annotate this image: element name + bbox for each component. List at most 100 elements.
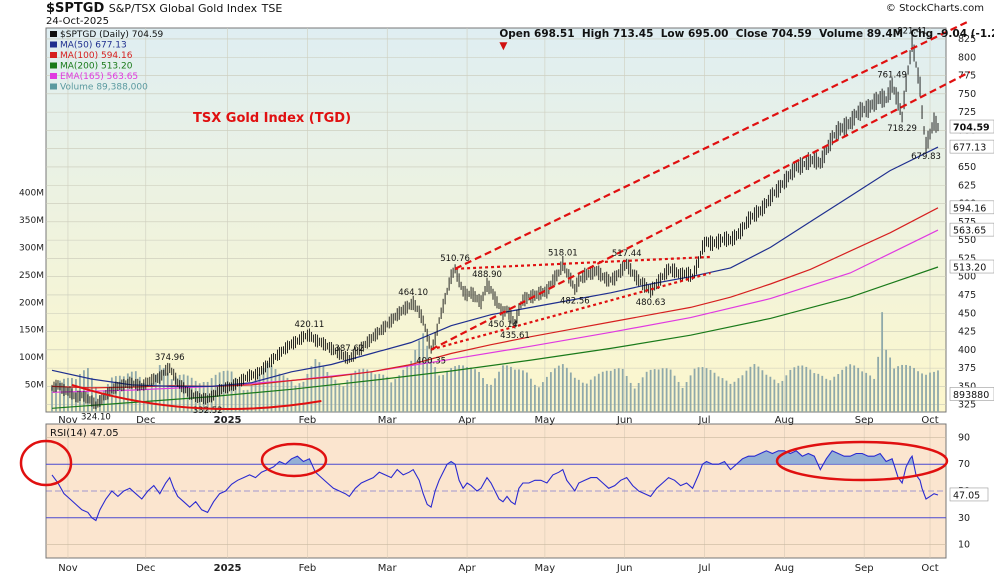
volume-bar: [689, 375, 692, 412]
volume-bar: [669, 369, 672, 412]
volume-bar: [154, 374, 157, 412]
volume-tick-label: 250M: [19, 271, 44, 281]
price-tick-label: 550: [958, 235, 976, 246]
volume-bar: [350, 373, 353, 412]
volume-bar: [633, 388, 636, 412]
volume-bar: [589, 379, 592, 412]
volume-bar: [498, 371, 500, 412]
volume-bar: [749, 366, 752, 412]
volume-bar: [482, 378, 484, 412]
volume-bar: [262, 368, 265, 412]
volume-bar: [901, 364, 903, 412]
volume-bar: [541, 382, 544, 412]
volume-bar: [897, 366, 899, 412]
rsi-month-label: May: [535, 563, 556, 574]
ema165-line: [51, 229, 939, 393]
price-label: 510.76: [440, 254, 470, 264]
volume-bar: [270, 365, 273, 412]
rsi-month-label: Nov: [58, 563, 78, 574]
volume-bar: [410, 360, 413, 412]
volume-bar: [346, 379, 349, 412]
volume-bar: [609, 370, 612, 412]
volume-bar: [130, 371, 133, 412]
volume-bar: [741, 375, 744, 412]
volume-bar: [697, 367, 700, 412]
volume-bar: [729, 383, 732, 412]
volume-bar: [170, 379, 173, 412]
price-tick-label: 525: [958, 253, 976, 264]
month-label: May: [535, 415, 556, 426]
volume-bar: [925, 374, 927, 412]
volume-bar: [478, 371, 480, 412]
volume-bar: [645, 371, 648, 412]
price-label: 435.61: [500, 331, 530, 341]
volume-bar: [757, 366, 760, 412]
price-tick-label: 350: [958, 381, 976, 392]
price-label: 482.56: [560, 296, 590, 306]
volume-bar: [637, 382, 640, 412]
annotation-title: TSX Gold Index (TGD): [193, 111, 351, 126]
volume-bar: [937, 370, 939, 412]
rsi-month-label: Oct: [921, 563, 938, 574]
rsi-overbought-fill: [52, 450, 938, 465]
month-label: Dec: [136, 415, 155, 426]
volume-bar: [406, 364, 409, 412]
volume-bar: [426, 345, 429, 412]
volume-bar: [545, 376, 548, 412]
price-label: 400.35: [416, 357, 446, 367]
volume-bar: [434, 367, 437, 412]
volume-bar: [414, 349, 417, 412]
volume-bar: [398, 375, 401, 412]
volume-bar: [258, 373, 261, 412]
volume-bar: [238, 384, 241, 412]
volume-bar: [330, 375, 333, 412]
legend-swatch: [50, 52, 57, 58]
volume-bar: [841, 369, 844, 412]
volume-bar: [430, 358, 433, 412]
legend-swatch: [50, 73, 57, 79]
volume-bar: [893, 368, 895, 412]
volume-bar: [617, 368, 620, 412]
volume-bar: [909, 365, 911, 412]
volume-bar: [474, 369, 476, 412]
volume-bar: [114, 376, 117, 412]
volume-bar: [733, 381, 736, 412]
price-label: 761.49: [877, 70, 907, 80]
volume-tick-label: 350M: [19, 216, 44, 226]
volume-bar: [146, 388, 149, 412]
price-tick-label: 400: [958, 345, 976, 356]
value-box-text: 704.59: [953, 123, 990, 134]
rsi-value-box: [949, 487, 989, 502]
rsi-tick-label: 90: [958, 432, 970, 443]
volume-bar: [178, 374, 181, 412]
volume-bar: [370, 371, 373, 412]
volume-bar: [486, 384, 488, 412]
month-label: Sep: [855, 415, 874, 426]
volume-bar: [298, 383, 301, 412]
value-box-text: 893880: [953, 390, 989, 401]
price-tick-label: 450: [958, 308, 976, 319]
volume-bar: [889, 357, 892, 412]
volume-bar: [769, 376, 772, 412]
volume-bar: [246, 389, 249, 412]
volume-bar: [613, 368, 616, 412]
volume-tick-label: 400M: [19, 189, 44, 199]
value-box: [949, 119, 994, 134]
volume-bar: [805, 366, 808, 412]
price-label: 518.01: [548, 249, 578, 259]
volume-bar: [701, 367, 704, 412]
price-label: 324.10: [81, 412, 111, 422]
volume-bar: [933, 371, 935, 412]
volume-bar: [605, 370, 608, 412]
volume-bar: [306, 373, 309, 412]
volume-bar: [593, 376, 596, 412]
volume-bar: [625, 375, 628, 412]
volume-bar: [286, 377, 289, 412]
volume-bar: [553, 368, 556, 412]
ticker-symbol: $SPTGD: [46, 1, 105, 16]
price-tick-label: 500: [958, 272, 976, 283]
volume-bar: [857, 367, 860, 412]
volume-bar: [773, 379, 776, 412]
volume-bar: [573, 377, 576, 412]
price-tick-label: 775: [958, 71, 976, 82]
